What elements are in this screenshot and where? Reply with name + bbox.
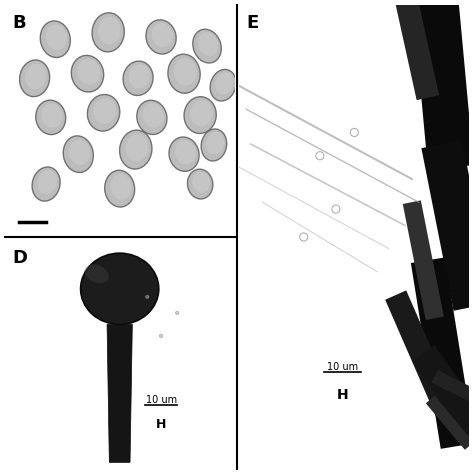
Ellipse shape (41, 103, 63, 128)
Ellipse shape (69, 139, 90, 165)
Ellipse shape (40, 21, 70, 57)
Ellipse shape (19, 60, 50, 97)
Ellipse shape (215, 73, 233, 94)
Polygon shape (421, 140, 474, 311)
Ellipse shape (46, 25, 67, 50)
Text: B: B (13, 14, 27, 32)
Ellipse shape (25, 64, 46, 89)
Ellipse shape (37, 170, 57, 194)
Ellipse shape (98, 17, 120, 44)
Ellipse shape (36, 100, 66, 135)
Ellipse shape (110, 174, 131, 200)
Polygon shape (412, 345, 474, 443)
Ellipse shape (174, 58, 197, 85)
Ellipse shape (201, 129, 227, 161)
Ellipse shape (198, 32, 218, 56)
Ellipse shape (175, 311, 179, 315)
Ellipse shape (152, 23, 173, 47)
Text: E: E (246, 14, 258, 32)
Ellipse shape (206, 132, 224, 155)
Ellipse shape (146, 20, 176, 54)
Ellipse shape (63, 136, 93, 173)
Polygon shape (411, 257, 474, 449)
Ellipse shape (210, 69, 236, 101)
Polygon shape (107, 324, 132, 462)
Ellipse shape (129, 64, 150, 89)
Ellipse shape (137, 100, 167, 135)
Ellipse shape (187, 169, 213, 199)
Polygon shape (403, 201, 444, 320)
Ellipse shape (159, 334, 163, 337)
Ellipse shape (146, 295, 149, 299)
Text: H: H (156, 418, 166, 430)
Text: D: D (13, 248, 28, 266)
Ellipse shape (193, 29, 221, 63)
Ellipse shape (190, 100, 212, 126)
Polygon shape (412, 0, 474, 170)
Ellipse shape (126, 134, 148, 161)
Ellipse shape (119, 130, 152, 169)
Text: 10 um: 10 um (146, 395, 177, 405)
Ellipse shape (81, 253, 159, 324)
Ellipse shape (77, 59, 100, 85)
Ellipse shape (87, 94, 120, 131)
Polygon shape (394, 0, 439, 100)
Ellipse shape (168, 54, 200, 93)
Ellipse shape (184, 97, 216, 134)
Ellipse shape (143, 103, 164, 128)
Polygon shape (426, 396, 474, 450)
Text: H: H (337, 388, 349, 402)
Ellipse shape (71, 55, 104, 92)
Ellipse shape (192, 172, 210, 192)
Ellipse shape (93, 98, 116, 124)
Ellipse shape (175, 140, 196, 164)
Text: 10 um: 10 um (327, 362, 358, 372)
Ellipse shape (105, 170, 135, 207)
Polygon shape (432, 370, 474, 406)
Polygon shape (385, 291, 457, 416)
Ellipse shape (85, 264, 109, 283)
Ellipse shape (92, 13, 124, 52)
Ellipse shape (123, 61, 153, 95)
Ellipse shape (169, 137, 199, 171)
Ellipse shape (32, 167, 60, 201)
